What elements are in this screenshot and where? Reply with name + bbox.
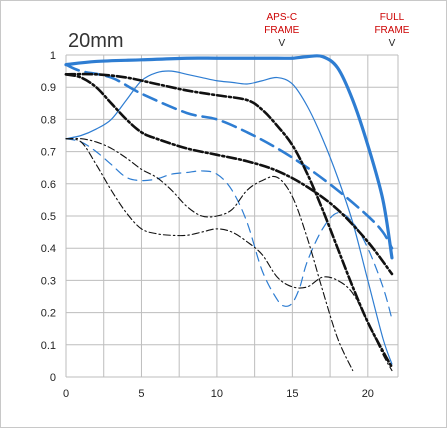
- tick-labels: 00.10.20.30.40.50.60.70.80.910 5 10 15 20: [41, 50, 374, 400]
- series-line-8: [65, 138, 393, 372]
- y-tick-label: 0.2: [41, 308, 56, 320]
- series-lines: [64, 54, 394, 372]
- chart-title: 20mm: [68, 30, 124, 52]
- y-tick-label: 1: [50, 50, 56, 62]
- y-tick-label: 0.9: [41, 82, 56, 94]
- y-tick-label: 0.6: [41, 179, 56, 191]
- series-line-7: [65, 137, 354, 372]
- frame-marker-label: FULL: [380, 12, 405, 23]
- y-tick-label: 0.4: [41, 243, 56, 255]
- x-tick-label: 10: [211, 388, 223, 400]
- series-line-3: [65, 70, 393, 365]
- y-tick-label: 0: [50, 372, 56, 384]
- frame-marker-symbol: V: [278, 38, 285, 49]
- y-tick-label: 0.3: [41, 275, 56, 287]
- x-tick-label: 0: [63, 388, 69, 400]
- y-tick-label: 0.7: [41, 147, 56, 159]
- x-tick-label: 15: [286, 388, 298, 400]
- frame-marker-label: FRAME: [264, 25, 299, 36]
- frame-marker-label: APS-C: [267, 12, 298, 23]
- y-tick-label: 0.8: [41, 114, 56, 126]
- y-tick-label: 0.1: [41, 340, 56, 352]
- grid-lines: [65, 54, 399, 378]
- frame-marker-symbol: V: [389, 38, 396, 49]
- series-line-1: [64, 54, 394, 260]
- series-line-5: [64, 72, 394, 369]
- series-line-2: [64, 63, 394, 250]
- x-tick-label: 5: [138, 388, 144, 400]
- x-tick-label: 20: [362, 388, 374, 400]
- series-line-4: [65, 138, 393, 320]
- frame-markers: APS-C FRAME V FULL FRAME V: [264, 12, 409, 49]
- series-line-6: [64, 73, 394, 276]
- frame-marker-label: FRAME: [374, 25, 409, 36]
- y-tick-label: 0.5: [41, 211, 56, 223]
